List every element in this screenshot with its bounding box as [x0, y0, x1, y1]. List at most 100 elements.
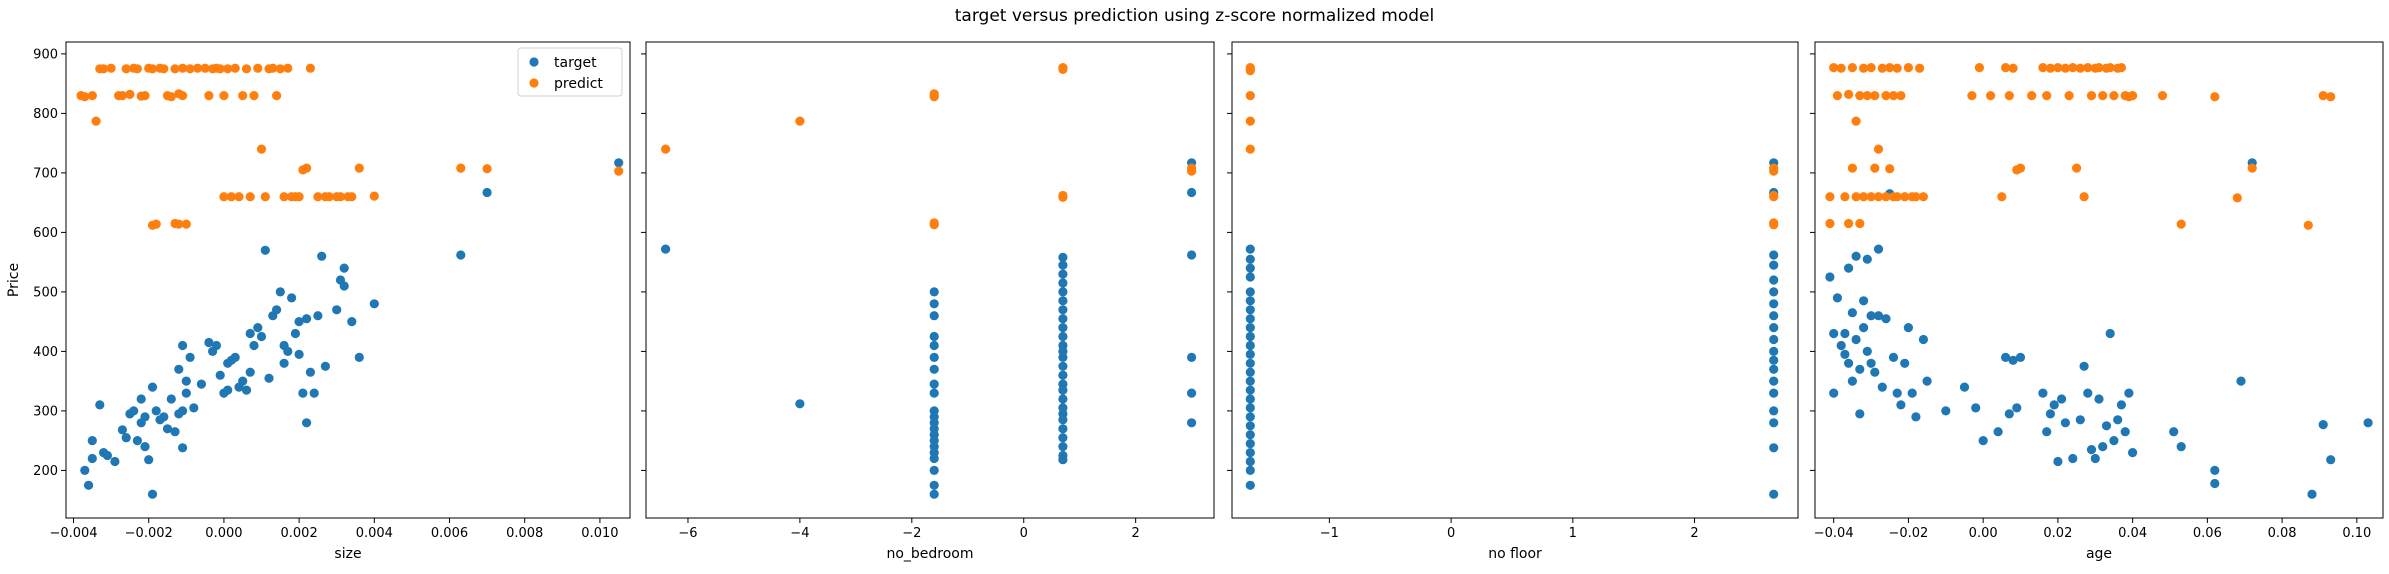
- subplot-4: −0.04 −0.02 0.00 0.02 0.04 0.06 0.08 0.10 age: [1810, 41, 2384, 562]
- predict-point: [234, 192, 244, 202]
- target-point: [185, 352, 195, 362]
- target-point: [1769, 334, 1779, 345]
- target-point: [347, 317, 357, 327]
- predict-point: [929, 220, 939, 230]
- target-point: [795, 399, 805, 409]
- predict-point: [1245, 144, 1255, 154]
- target-point: [2098, 442, 2108, 452]
- target-point: [1918, 334, 1928, 345]
- predict-point: [2060, 63, 2070, 73]
- target-point: [2101, 421, 2112, 431]
- y-tick-label: 400: [33, 345, 58, 360]
- target-point: [2068, 453, 2078, 464]
- target-point: [196, 379, 206, 389]
- target-point: [2086, 445, 2097, 455]
- target-point: [1245, 305, 1255, 315]
- target-point: [129, 406, 139, 416]
- y-tick-label: 800: [33, 107, 58, 122]
- predict-point: [2232, 193, 2242, 203]
- predict-point: [2045, 63, 2055, 73]
- target-point: [1769, 364, 1779, 374]
- series-target-4: [1825, 158, 2373, 499]
- predict-point: [1967, 91, 1977, 101]
- target-point: [84, 480, 94, 490]
- target-point: [2169, 427, 2179, 437]
- target-point: [313, 311, 323, 321]
- target-point: [1769, 311, 1779, 321]
- target-point: [929, 287, 939, 297]
- target-point: [1245, 331, 1255, 342]
- predict-point: [230, 63, 240, 73]
- predict-point: [614, 166, 624, 176]
- target-point: [1058, 296, 1068, 306]
- predict-point: [1873, 144, 1884, 154]
- predict-point: [185, 64, 195, 74]
- predict-point: [1892, 63, 1902, 73]
- predict-point: [1851, 192, 1861, 202]
- target-point: [1058, 370, 1068, 380]
- predict-point: [200, 63, 210, 73]
- predict-point: [245, 192, 255, 202]
- predict-point: [226, 192, 236, 202]
- target-point: [1245, 421, 1255, 431]
- predict-point: [178, 63, 188, 73]
- target-point: [2120, 427, 2130, 437]
- predict-point: [482, 164, 492, 174]
- target-point: [1903, 323, 1913, 333]
- predict-point: [2247, 163, 2257, 173]
- x-axis-label: no floor: [1488, 546, 1542, 562]
- target-point: [1855, 364, 1865, 374]
- predict-point: [1847, 163, 1857, 173]
- predict-point: [147, 64, 158, 74]
- target-point: [1836, 340, 1846, 351]
- target-point: [1769, 323, 1779, 333]
- target-point: [1058, 352, 1068, 362]
- target-point: [178, 443, 188, 453]
- target-point: [166, 394, 176, 404]
- target-point: [1245, 358, 1255, 368]
- target-point: [309, 388, 319, 398]
- target-point: [2079, 361, 2089, 371]
- x-tick-label: 0.10: [2342, 526, 2371, 541]
- x-tick-label: −0.04: [1814, 526, 1854, 541]
- target-point: [302, 314, 312, 324]
- x-tick-label: 0.000: [205, 526, 242, 541]
- target-point: [1245, 394, 1255, 404]
- target-point: [1892, 388, 1902, 398]
- target-point: [1058, 260, 1068, 270]
- target-point: [1058, 252, 1068, 262]
- target-point: [215, 370, 225, 380]
- predict-point: [661, 144, 671, 154]
- target-point: [1245, 272, 1255, 282]
- predict-point: [260, 192, 270, 202]
- predict-point: [354, 163, 364, 173]
- predict-point: [1870, 163, 1880, 173]
- predict-point: [1855, 218, 1865, 229]
- predict-point: [2303, 220, 2313, 230]
- predict-point: [223, 64, 233, 74]
- target-point: [2042, 427, 2052, 437]
- target-point: [294, 349, 304, 359]
- predict-point: [140, 91, 150, 101]
- figure-title: target versus prediction using z-score n…: [954, 6, 1435, 26]
- target-point: [2038, 388, 2048, 398]
- target-point: [95, 400, 105, 410]
- target-point: [1911, 412, 1921, 422]
- target-point: [110, 456, 120, 467]
- target-point: [1769, 250, 1779, 260]
- predict-point: [253, 63, 263, 73]
- target-point: [1245, 439, 1255, 449]
- target-point: [1859, 323, 1869, 333]
- target-point: [1187, 388, 1197, 398]
- y-tick-label: 500: [33, 285, 58, 300]
- target-point: [929, 453, 939, 464]
- predict-point: [2042, 91, 2052, 101]
- target-point: [2210, 478, 2220, 489]
- target-point: [929, 352, 939, 362]
- target-point: [1058, 394, 1068, 404]
- predict-point: [1974, 63, 1984, 73]
- target-point: [1058, 314, 1068, 324]
- predict-point: [170, 64, 180, 74]
- target-point: [1862, 254, 1872, 264]
- predict-point: [204, 91, 214, 101]
